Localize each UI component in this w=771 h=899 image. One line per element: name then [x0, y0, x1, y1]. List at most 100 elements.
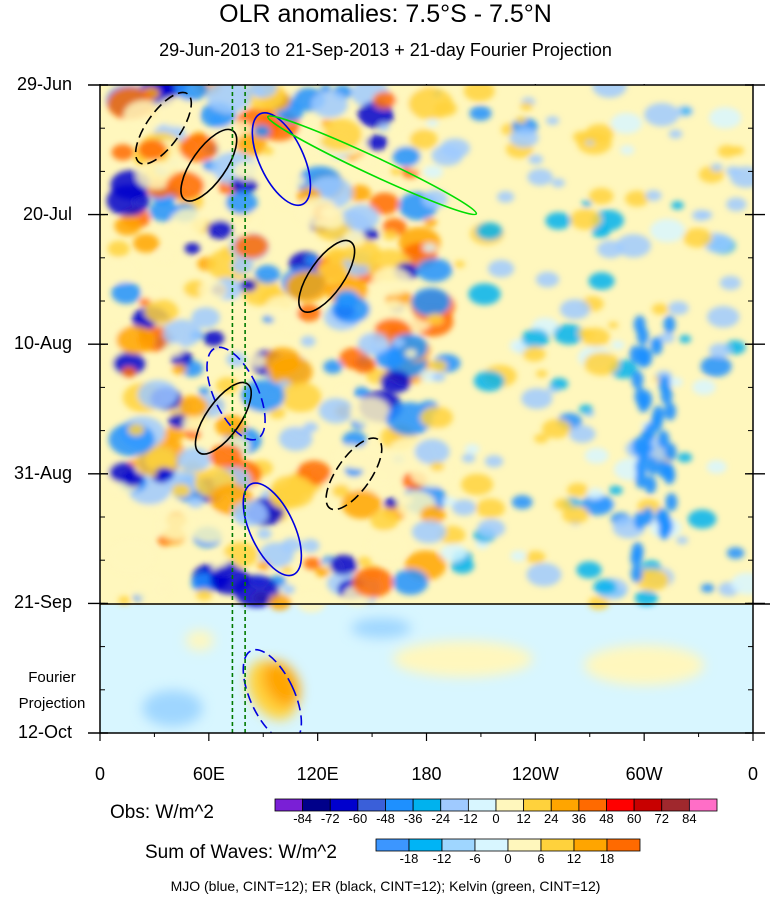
colorbar-tick-label: -12 [458, 811, 478, 826]
anomaly-cell [333, 444, 367, 469]
wave-contour [266, 115, 478, 216]
colorbar-swatch [441, 838, 476, 852]
anomaly-cell [687, 509, 717, 529]
anomaly-cell [717, 144, 737, 158]
anomaly-cell [668, 129, 683, 139]
anomaly-cell [336, 385, 350, 396]
anomaly-cell [263, 347, 302, 375]
anomaly-cell [592, 85, 627, 98]
footer-legend: MJO (blue, CINT=12); ER (black, CINT=12)… [170, 878, 601, 894]
colorbar-tick-label: -6 [469, 851, 481, 866]
colorbar-swatch [550, 798, 580, 812]
anomaly-cell [139, 297, 151, 307]
anomaly-cell [155, 467, 174, 481]
colorbar-tick-label: 0 [492, 811, 500, 826]
anomaly-cell [637, 498, 661, 515]
anomaly-cell [551, 178, 565, 188]
anomaly-cell [608, 485, 623, 495]
anomaly-cell [317, 118, 363, 151]
anomaly-cell [572, 130, 591, 143]
anomaly-cell [475, 498, 506, 519]
anomaly-cell [253, 125, 271, 138]
anomaly-cell [440, 543, 467, 562]
anomaly-cell [368, 531, 408, 561]
anomaly-cell [496, 191, 515, 203]
anomaly-cell [646, 456, 659, 475]
anomaly-cell [706, 460, 727, 474]
anomaly-cell [392, 569, 429, 595]
anomaly-cell [554, 498, 572, 511]
anomaly-cell [281, 537, 302, 553]
anomaly-cell [420, 505, 446, 525]
anomaly-cell [700, 355, 732, 377]
colorbar-tick-label: -84 [293, 811, 313, 826]
anomaly-cell [430, 461, 445, 472]
anomaly-cell [461, 453, 476, 463]
anomaly-cell [149, 200, 179, 222]
anomaly-cell [279, 381, 322, 413]
anomaly-cell [545, 116, 560, 126]
anomaly-cell [133, 574, 171, 602]
anomaly-cell [343, 230, 366, 247]
anomaly-cell [372, 91, 397, 109]
anomaly-cell [583, 351, 620, 376]
anomaly-cell [351, 567, 394, 598]
anomaly-cell [268, 594, 291, 611]
anomaly-cell [380, 300, 406, 319]
anomaly-cell [677, 452, 693, 463]
projection-field [142, 618, 705, 727]
anomaly-cell [299, 123, 326, 143]
anomaly-cell [305, 255, 319, 265]
anomaly-cell [535, 271, 560, 288]
anomaly-cell [584, 447, 609, 464]
anomaly-cell [484, 455, 504, 468]
colorbar-tick-label: 6 [537, 851, 545, 866]
wave-contour [242, 482, 303, 577]
anomaly-cell [620, 145, 635, 155]
anomaly-cell [296, 196, 338, 227]
anomaly-cell [264, 295, 299, 321]
anomaly-cell [422, 243, 437, 253]
anomaly-cell [239, 279, 257, 292]
anomaly-cell [473, 370, 505, 392]
anomaly-cell [355, 155, 374, 169]
waves-colorbar [375, 838, 641, 852]
wave-contour [298, 239, 356, 313]
anomaly-cell [174, 85, 208, 101]
anomaly-cell [525, 550, 546, 564]
anomaly-cell [726, 197, 747, 212]
colorbar-swatch [540, 838, 575, 852]
anomaly-cell [209, 443, 243, 469]
anomaly-cell [380, 370, 412, 393]
anomaly-cell [323, 359, 343, 374]
anomaly-cell [191, 307, 220, 328]
anomaly-cell [187, 496, 204, 509]
anomaly-cell [615, 234, 651, 258]
anomaly-cell [431, 144, 463, 166]
anomaly-cell [234, 233, 269, 259]
anomaly-cell [296, 591, 327, 613]
anomaly-cell [254, 265, 281, 284]
anomaly-cell [256, 528, 272, 540]
colorbar-swatch [523, 798, 552, 812]
colorbar-swatch [408, 838, 443, 852]
anomaly-cell [586, 487, 604, 500]
anomaly-cell [378, 123, 390, 132]
anomaly-cell [133, 233, 160, 253]
anomaly-cell [649, 218, 686, 243]
anomaly-cell [111, 282, 142, 304]
anomaly-cell [172, 364, 187, 375]
anomaly-cell [641, 507, 654, 526]
anomaly-cell [315, 566, 330, 577]
anomaly-cell [137, 380, 178, 410]
anomaly-cell [576, 561, 602, 579]
anomaly-cell [433, 100, 458, 117]
anomaly-cell [663, 315, 676, 334]
anomaly-cell [198, 280, 227, 301]
anomaly-cell [357, 556, 372, 567]
anomaly-cell [630, 564, 643, 583]
anomaly-cell [726, 547, 745, 559]
anomaly-cell [195, 588, 213, 601]
anomaly-cell [300, 335, 316, 347]
anomaly-cell [423, 165, 444, 179]
